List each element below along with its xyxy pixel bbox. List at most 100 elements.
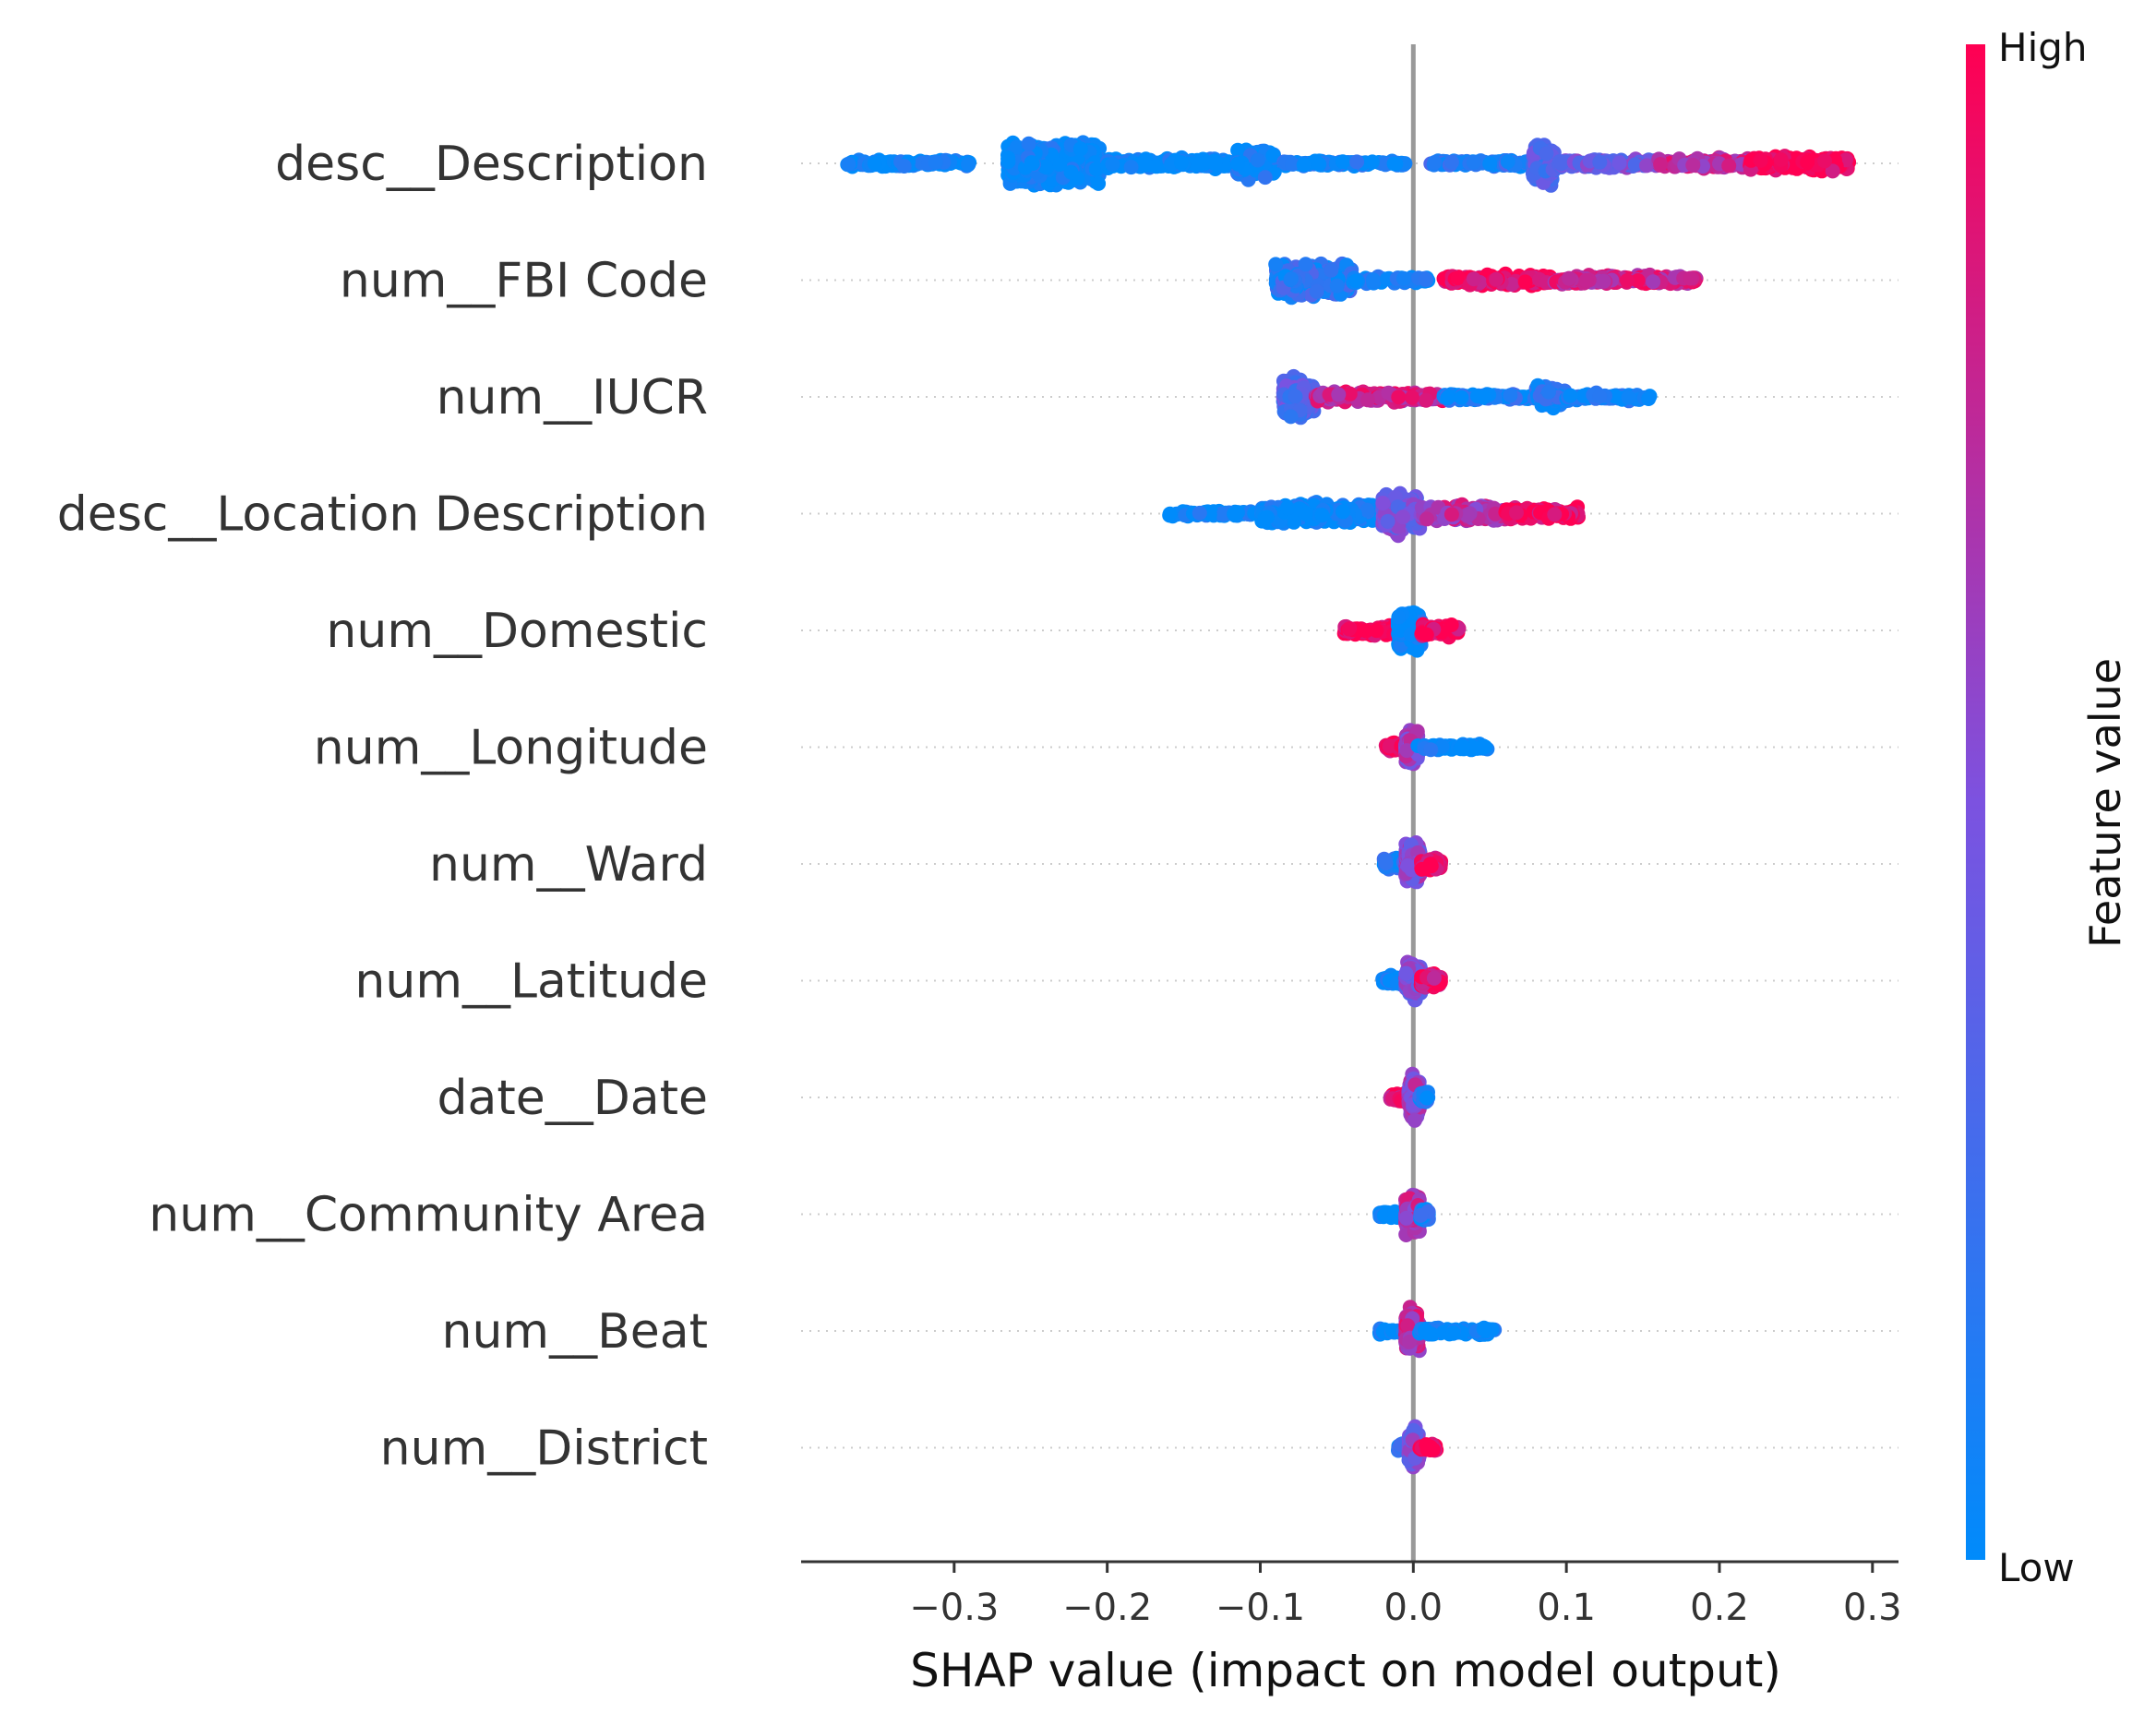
shap-point	[1489, 271, 1503, 287]
shap-point	[896, 159, 912, 174]
beeswarm-dots	[840, 135, 1857, 1475]
shap-point	[1517, 274, 1533, 290]
shap-point	[1563, 388, 1578, 403]
shap-point	[1314, 508, 1330, 523]
shap-point	[1162, 506, 1178, 521]
shap-point	[1191, 157, 1206, 173]
shap-point	[1348, 273, 1364, 289]
shap-point	[1335, 154, 1350, 170]
shap-point	[1336, 504, 1350, 520]
shap-point	[1260, 509, 1275, 525]
shap-point	[1309, 283, 1324, 299]
shap-point	[1454, 390, 1469, 405]
shap-point	[1639, 158, 1655, 174]
shap-point	[1280, 500, 1296, 516]
shap-point	[1561, 270, 1576, 286]
shap-point	[1091, 175, 1107, 191]
shap-point	[1395, 509, 1411, 525]
shap-point	[1283, 409, 1299, 425]
shap-point	[1817, 153, 1832, 169]
shap-point	[1773, 152, 1789, 167]
shap-point	[1641, 391, 1657, 406]
shap-point	[1257, 170, 1273, 186]
shap-point	[1123, 160, 1139, 175]
shap-point	[1646, 274, 1661, 290]
shap-point	[1230, 142, 1246, 158]
shap-point	[1174, 155, 1189, 171]
shap-point	[1541, 384, 1556, 400]
shap-point	[1800, 154, 1815, 170]
shap-point	[1072, 141, 1088, 157]
shap-point	[1265, 148, 1281, 163]
shap-point	[1419, 392, 1434, 408]
shap-point	[1620, 273, 1635, 288]
shap-point	[1503, 388, 1518, 403]
shap-point	[1063, 164, 1079, 180]
shap-point	[1500, 154, 1515, 170]
shap-point	[1419, 511, 1434, 527]
shap-point	[1596, 273, 1611, 289]
shap-point	[1324, 262, 1339, 278]
shap-point	[1443, 154, 1459, 170]
shap-point	[1009, 139, 1024, 155]
shap-point	[1088, 162, 1104, 177]
shap-point	[1509, 505, 1524, 521]
shap-point	[1685, 157, 1701, 173]
shap-point	[1611, 155, 1627, 171]
shap-point	[1037, 159, 1053, 174]
shap-point	[1296, 157, 1312, 173]
shap-point	[1592, 389, 1608, 404]
shap-point	[1386, 156, 1402, 172]
shap-point	[1553, 156, 1569, 172]
shap-point	[1149, 159, 1164, 174]
shap-point	[1250, 152, 1265, 168]
shap-point	[1365, 272, 1381, 288]
shap-point	[1482, 156, 1498, 172]
shap-point	[1341, 621, 1357, 637]
shap-point	[1375, 496, 1391, 511]
shap-point	[1578, 272, 1594, 288]
shap-point	[1288, 389, 1303, 404]
shap-point	[1621, 390, 1636, 405]
shap-point	[1285, 156, 1300, 172]
shap-point	[928, 154, 943, 170]
shap-point	[1369, 623, 1384, 639]
shap-point	[1360, 392, 1375, 408]
shap-point	[1469, 389, 1485, 404]
shap-point	[1230, 156, 1245, 172]
shap-point	[1391, 609, 1407, 625]
shap-point	[1349, 154, 1365, 170]
shap-point	[1380, 513, 1395, 529]
shap-point	[1683, 270, 1698, 286]
shap-point	[1052, 157, 1068, 172]
shap-point	[1539, 146, 1554, 162]
shap-point	[1312, 157, 1327, 172]
shap-point	[1284, 271, 1299, 287]
shap-point	[1298, 506, 1313, 521]
shap-point	[1021, 136, 1036, 151]
shap-point	[1024, 155, 1039, 171]
shap-point	[1592, 154, 1608, 170]
shap-point	[1359, 502, 1375, 518]
shap-point	[1418, 272, 1433, 288]
shap-point	[1427, 155, 1443, 170]
shap-point	[1825, 163, 1840, 179]
shap-point	[1466, 154, 1481, 170]
shap-point	[961, 157, 976, 173]
shap-point	[1395, 270, 1411, 286]
shap-point	[1653, 157, 1669, 172]
row-guide-lines	[801, 162, 1898, 1449]
shap-point	[1405, 390, 1419, 405]
shap-point	[1391, 390, 1407, 405]
shap-point	[1466, 271, 1481, 287]
shap-point	[1440, 390, 1455, 406]
shap-point	[1000, 154, 1016, 170]
shap-point	[867, 156, 882, 171]
shap-point	[1547, 507, 1563, 522]
shap-point	[1229, 505, 1245, 521]
shap-point	[1329, 278, 1345, 294]
shap-point	[1753, 152, 1768, 168]
shap-point	[1268, 257, 1284, 272]
shap-point	[1331, 387, 1347, 402]
